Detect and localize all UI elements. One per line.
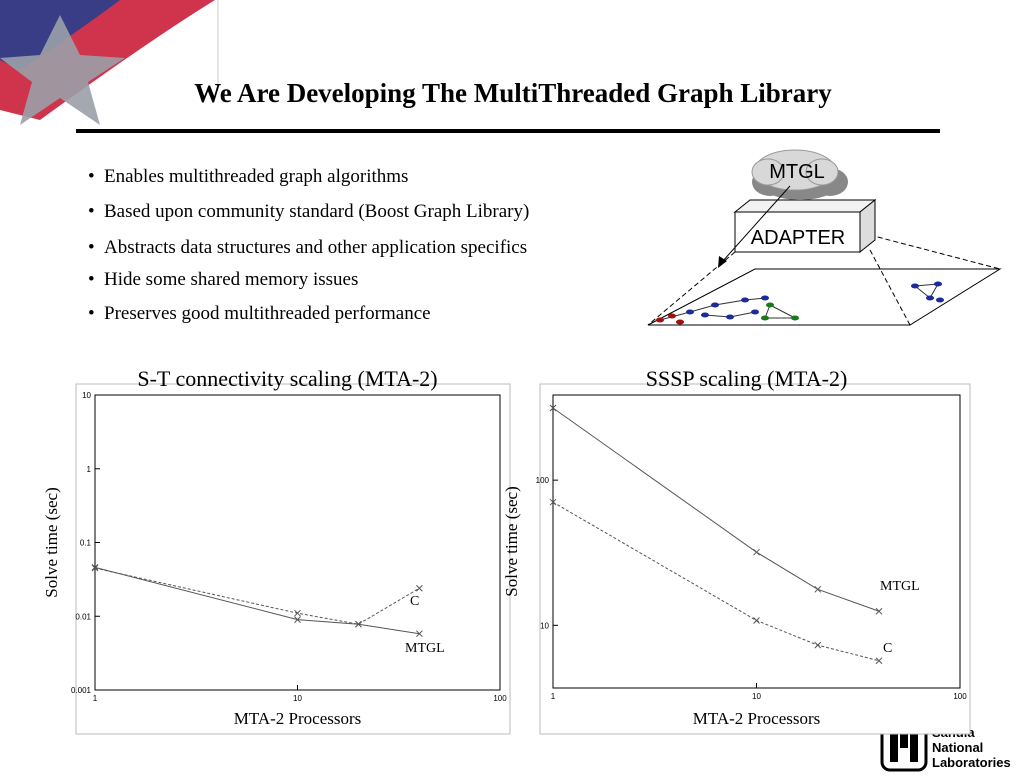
architecture-diagram: ADAPTER MTGL <box>647 149 1002 326</box>
point-marker <box>91 564 99 572</box>
x-tick-label: 100 <box>953 692 967 701</box>
point-marker <box>294 616 301 623</box>
series-line <box>552 501 880 662</box>
y-tick-label: 0.1 <box>80 539 92 548</box>
point-marker <box>753 548 760 556</box>
y-tick-label: 0.01 <box>75 612 91 621</box>
x-tick-label: 10 <box>293 694 302 703</box>
series-label: C <box>883 641 892 656</box>
point-marker <box>814 641 822 649</box>
logo-text: National <box>932 740 983 755</box>
y-axis-title: Solve time (sec) <box>502 486 521 596</box>
charts: S-T connectivity scaling (MTA-2) MTA-2 Pr… <box>42 366 971 735</box>
bullet: Enables multithreaded graph algorithms <box>104 166 408 187</box>
point-marker <box>416 630 423 638</box>
adapter-label: ADAPTER <box>751 227 845 249</box>
bullet: Preserves good multithreaded performance <box>104 303 431 324</box>
y-tick-label: 0.001 <box>71 686 92 695</box>
y-tick-label: 10 <box>82 391 91 400</box>
y-tick-label: 1 <box>87 465 92 474</box>
plot-area <box>552 394 961 689</box>
cloud-label: MTGL <box>769 161 825 183</box>
bullet-dot: • <box>88 201 95 222</box>
adapter-box <box>734 211 861 253</box>
point-marker <box>294 609 301 617</box>
bullet: Based upon community standard (Boost Gra… <box>104 201 529 222</box>
bullet-dot: • <box>88 303 95 324</box>
bullet-dot: • <box>88 166 95 187</box>
bullet: Abstracts data structures and other appl… <box>104 237 527 258</box>
chart-title: SSSP scaling (MTA-2) <box>646 366 848 391</box>
point-marker <box>416 584 423 592</box>
plot-area <box>94 394 501 691</box>
y-tick-label: 100 <box>536 476 550 485</box>
x-axis-title: MTA-2 Processors <box>234 709 362 728</box>
slide-title: We Are Developing The MultiThreaded Grap… <box>194 78 832 108</box>
point-marker <box>875 657 883 665</box>
bullet-dot: • <box>88 237 95 258</box>
x-axis-title: MTA-2 Processors <box>693 709 821 728</box>
series-label: MTGL <box>405 641 445 656</box>
point-marker <box>549 404 557 412</box>
series-line <box>94 566 420 635</box>
series-label: C <box>410 594 419 609</box>
y-axis-title: Solve time (sec) <box>42 487 61 597</box>
point-marker <box>753 617 760 624</box>
bullet-list: • Enables multithreaded graph algorithms… <box>88 166 529 324</box>
point-marker <box>814 585 822 593</box>
chart-title: S-T connectivity scaling (MTA-2) <box>137 366 437 391</box>
corner-emblem <box>0 0 219 125</box>
bullet: Hide some shared memory issues <box>104 269 358 290</box>
logo-text: Laboratories <box>932 755 1011 770</box>
x-tick-label: 10 <box>752 692 761 701</box>
series-line <box>552 407 880 612</box>
point-marker <box>355 620 362 628</box>
point-marker <box>549 498 557 506</box>
y-tick-label: 10 <box>540 621 549 630</box>
bullet-dot: • <box>88 269 95 290</box>
x-tick-label: 100 <box>493 694 507 703</box>
x-tick-label: 1 <box>93 694 98 703</box>
x-tick-label: 1 <box>551 692 556 701</box>
point-marker <box>875 607 883 615</box>
series-label: MTGL <box>880 579 920 594</box>
